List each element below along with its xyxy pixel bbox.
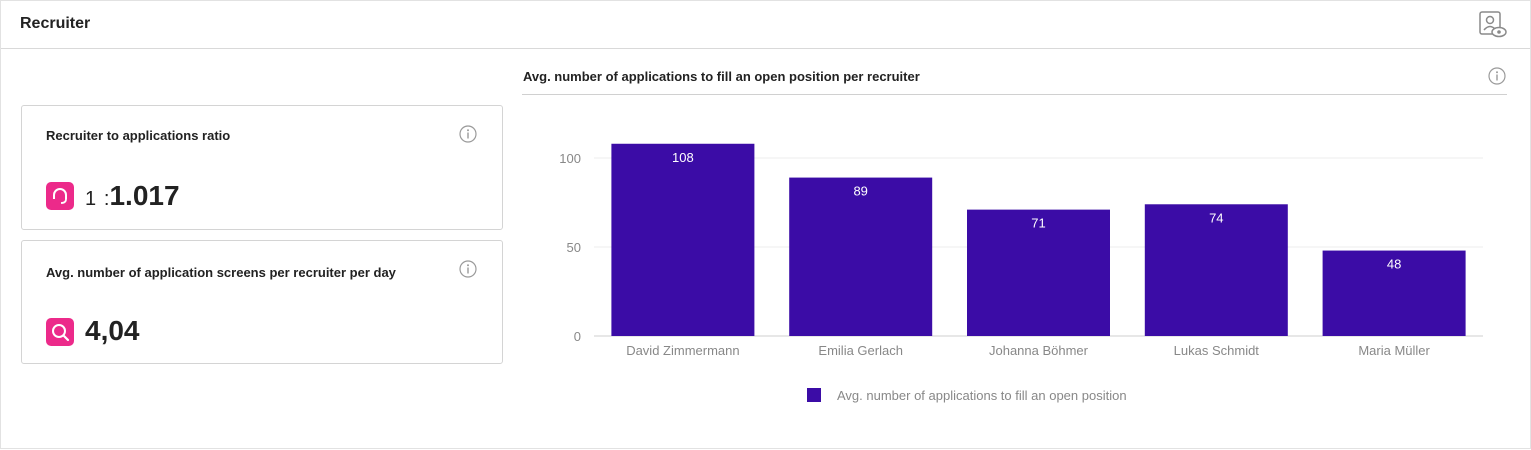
info-icon[interactable] — [459, 125, 477, 143]
ratio-card: Recruiter to applications ratio 1 :1.017 — [21, 105, 503, 230]
legend-label: Avg. number of applications to fill an o… — [837, 388, 1127, 403]
headset-icon — [46, 182, 74, 210]
panel-title: Recruiter — [20, 15, 91, 32]
x-tick-label: Johanna Böhmer — [989, 343, 1089, 358]
bar-value-label: 108 — [672, 150, 694, 165]
ratio-number: 1.017 — [109, 180, 180, 211]
search-icon — [46, 318, 74, 346]
x-tick-label: Lukas Schmidt — [1174, 343, 1260, 358]
chart-title-divider — [522, 94, 1507, 95]
bar-value-label: 89 — [853, 184, 867, 199]
ratio-value: 1 :1.017 — [85, 180, 180, 212]
info-icon[interactable] — [459, 260, 477, 278]
bar — [1144, 204, 1288, 336]
bar — [1322, 250, 1466, 336]
x-tick-label: David Zimmermann — [626, 343, 739, 358]
bar-value-label: 48 — [1387, 257, 1401, 272]
bar-value-label: 71 — [1031, 216, 1045, 231]
screens-card: Avg. number of application screens per r… — [21, 240, 503, 364]
user-preview-icon[interactable] — [1478, 10, 1508, 40]
y-tick-label: 50 — [567, 240, 581, 255]
x-tick-label: Maria Müller — [1358, 343, 1430, 358]
panel-header: Recruiter — [1, 1, 1530, 49]
chart-title: Avg. number of applications to fill an o… — [523, 69, 920, 84]
ratio-prefix: 1 — [85, 188, 97, 210]
x-tick-label: Emilia Gerlach — [818, 343, 903, 358]
bar-value-label: 74 — [1209, 210, 1223, 225]
ratio-card-title: Recruiter to applications ratio — [46, 128, 231, 143]
info-icon[interactable] — [1488, 67, 1506, 85]
bar — [967, 209, 1110, 336]
bar — [789, 177, 933, 336]
y-tick-label: 0 — [574, 329, 581, 344]
screens-card-title: Avg. number of application screens per r… — [46, 265, 396, 280]
screens-value: 4,04 — [85, 315, 140, 346]
bar — [611, 143, 755, 336]
ratio-separator: : — [103, 188, 110, 210]
legend-swatch — [807, 388, 821, 402]
y-tick-label: 100 — [559, 151, 581, 166]
